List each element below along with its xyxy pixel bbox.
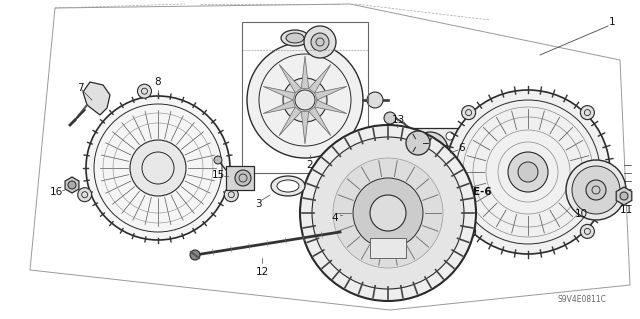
Circle shape bbox=[367, 92, 383, 108]
Text: 2: 2 bbox=[307, 160, 314, 170]
Polygon shape bbox=[301, 111, 308, 144]
Circle shape bbox=[446, 132, 454, 140]
Polygon shape bbox=[83, 82, 110, 115]
Circle shape bbox=[130, 140, 186, 196]
Text: 12: 12 bbox=[255, 267, 269, 277]
Circle shape bbox=[384, 112, 396, 124]
Circle shape bbox=[353, 178, 423, 248]
Circle shape bbox=[68, 181, 76, 189]
Circle shape bbox=[300, 125, 476, 301]
Text: 6: 6 bbox=[459, 143, 465, 153]
Circle shape bbox=[620, 192, 628, 200]
Circle shape bbox=[412, 132, 448, 168]
Circle shape bbox=[406, 131, 430, 155]
Circle shape bbox=[283, 78, 327, 122]
Text: 13: 13 bbox=[392, 115, 404, 125]
Circle shape bbox=[461, 106, 476, 120]
Circle shape bbox=[406, 132, 414, 140]
Bar bbox=[402, 128, 458, 172]
Circle shape bbox=[247, 42, 363, 158]
Circle shape bbox=[235, 170, 251, 186]
Circle shape bbox=[312, 137, 464, 289]
Polygon shape bbox=[315, 100, 347, 114]
Polygon shape bbox=[616, 187, 632, 205]
Circle shape bbox=[190, 250, 200, 260]
Text: 3: 3 bbox=[255, 199, 261, 209]
Polygon shape bbox=[279, 64, 301, 93]
Circle shape bbox=[333, 158, 443, 268]
Text: 16: 16 bbox=[49, 187, 63, 197]
Polygon shape bbox=[263, 100, 295, 114]
Ellipse shape bbox=[286, 33, 304, 43]
Circle shape bbox=[86, 96, 230, 240]
Circle shape bbox=[508, 152, 548, 192]
Text: 4: 4 bbox=[332, 213, 339, 223]
Bar bbox=[242, 22, 368, 173]
Circle shape bbox=[518, 162, 538, 182]
Polygon shape bbox=[263, 86, 295, 100]
Bar bbox=[226, 166, 254, 190]
Text: E-6: E-6 bbox=[473, 187, 492, 197]
Circle shape bbox=[224, 188, 238, 202]
Circle shape bbox=[580, 106, 595, 120]
Circle shape bbox=[406, 160, 414, 168]
Circle shape bbox=[566, 160, 626, 220]
Text: 1: 1 bbox=[609, 17, 615, 27]
Ellipse shape bbox=[281, 30, 309, 46]
Polygon shape bbox=[65, 177, 79, 193]
Circle shape bbox=[586, 180, 606, 200]
Ellipse shape bbox=[277, 180, 299, 192]
Polygon shape bbox=[308, 107, 331, 136]
Circle shape bbox=[77, 188, 92, 202]
Circle shape bbox=[446, 160, 454, 168]
Circle shape bbox=[446, 90, 610, 254]
Polygon shape bbox=[301, 56, 308, 89]
Circle shape bbox=[461, 224, 476, 238]
Polygon shape bbox=[279, 107, 301, 136]
Circle shape bbox=[214, 156, 222, 164]
Circle shape bbox=[304, 26, 336, 58]
Text: 11: 11 bbox=[620, 205, 632, 215]
Circle shape bbox=[370, 195, 406, 231]
Text: 10: 10 bbox=[575, 209, 588, 219]
Circle shape bbox=[580, 224, 595, 238]
Text: 15: 15 bbox=[211, 170, 225, 180]
Circle shape bbox=[138, 84, 152, 98]
Circle shape bbox=[311, 33, 329, 51]
Text: 8: 8 bbox=[155, 77, 161, 87]
Polygon shape bbox=[308, 64, 331, 93]
Bar bbox=[370, 238, 406, 258]
Text: S9V4E0811C: S9V4E0811C bbox=[557, 295, 607, 305]
Ellipse shape bbox=[271, 176, 305, 196]
Polygon shape bbox=[315, 86, 347, 100]
Circle shape bbox=[572, 166, 620, 214]
Text: 7: 7 bbox=[77, 83, 83, 93]
Circle shape bbox=[420, 140, 440, 160]
